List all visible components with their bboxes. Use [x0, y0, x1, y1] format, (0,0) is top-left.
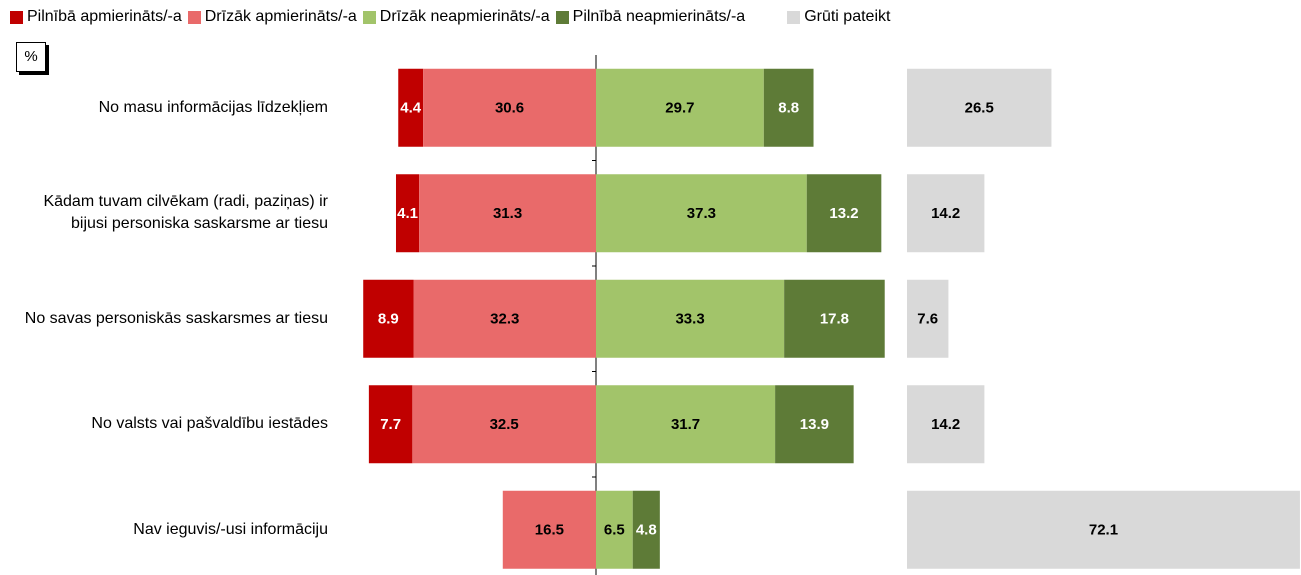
bar-segment	[419, 174, 596, 253]
bar-segment	[368, 385, 413, 464]
bar-segment	[502, 490, 596, 569]
value-label: 31.3	[493, 205, 522, 222]
value-label: 30.6	[495, 100, 524, 117]
bar-segment	[596, 68, 764, 147]
category-label: Kādam tuvam cilvēkam (radi, paziņas) ir …	[43, 193, 328, 233]
legend: Pilnībā apmierināts/-a Drīzāk apmierināts…	[10, 8, 896, 26]
value-label: 4.8	[636, 522, 657, 539]
value-label: 33.3	[675, 311, 704, 328]
value-label: 7.6	[917, 311, 938, 328]
legend-item: Drīzāk apmierināts/-a	[187, 8, 357, 26]
value-label: 13.2	[829, 205, 858, 222]
value-label: 4.4	[400, 100, 422, 117]
bar-segment	[596, 279, 785, 358]
value-label: 72.1	[1089, 522, 1118, 539]
value-label: 16.5	[535, 522, 564, 539]
value-label: 8.8	[778, 100, 799, 117]
legend-label: Drīzāk neapmierināts/-a	[379, 8, 550, 25]
legend-label: Pilnībā neapmierināts/-a	[572, 8, 746, 25]
value-label: 14.2	[931, 416, 960, 433]
bar-segment	[907, 68, 1052, 147]
value-label: 17.8	[820, 311, 849, 328]
bar-segment	[412, 385, 596, 464]
legend-swatch	[362, 10, 376, 24]
bar-segment	[413, 279, 596, 358]
legend-swatch	[787, 10, 801, 24]
legend-label: Drīzāk apmierināts/-a	[204, 8, 357, 25]
legend-item: Pilnībā neapmierināts/-a	[555, 8, 746, 26]
bar-segment	[632, 490, 660, 569]
value-label: 14.2	[931, 205, 960, 222]
category-label: No valsts vai pašvaldību iestādes	[91, 415, 328, 433]
category-label: No savas personiskās saskarsmes ar tiesu	[24, 309, 328, 327]
bar-segment	[775, 385, 854, 464]
bar-segment	[907, 490, 1300, 569]
legend-label: Pilnībā apmierināts/-a	[27, 8, 182, 25]
bar-segment	[395, 174, 420, 253]
bar-segment	[907, 174, 985, 253]
legend-swatch	[555, 10, 569, 24]
value-label: 13.9	[800, 416, 829, 433]
bar-segment	[784, 279, 885, 358]
legend-label: Grūti pateikt	[804, 8, 891, 25]
bar-segment	[806, 174, 882, 253]
value-label: 37.3	[687, 205, 716, 222]
value-label: 7.7	[380, 416, 401, 433]
category-label: No masu informācijas līdzekļiem	[98, 98, 328, 116]
value-label: 8.9	[378, 311, 399, 328]
bar-segment	[363, 279, 414, 358]
bar-segment	[763, 68, 814, 147]
legend-item: Pilnībā apmierināts/-a	[10, 8, 182, 26]
unit-label: %	[16, 42, 46, 72]
legend-swatch	[187, 10, 201, 24]
bar-segment	[907, 385, 985, 464]
value-label: 32.5	[490, 416, 519, 433]
bar-segment	[398, 68, 424, 147]
value-label: 32.3	[490, 311, 519, 328]
bar-segment	[596, 385, 776, 464]
value-label: 26.5	[965, 100, 994, 117]
bar-segment	[423, 68, 596, 147]
value-label: 29.7	[665, 100, 694, 117]
legend-item: Drīzāk neapmierināts/-a	[362, 8, 550, 26]
value-label: 31.7	[671, 416, 700, 433]
bar-segment	[596, 174, 807, 253]
category-label: Nav ieguvis/-usi informāciju	[133, 520, 328, 538]
legend-swatch	[10, 10, 23, 24]
value-label: 6.5	[604, 522, 625, 539]
bar-segment	[907, 279, 949, 358]
bar-segment	[596, 490, 633, 569]
legend-item: Grūti pateikt	[787, 8, 890, 26]
value-label: 4.1	[397, 205, 418, 222]
